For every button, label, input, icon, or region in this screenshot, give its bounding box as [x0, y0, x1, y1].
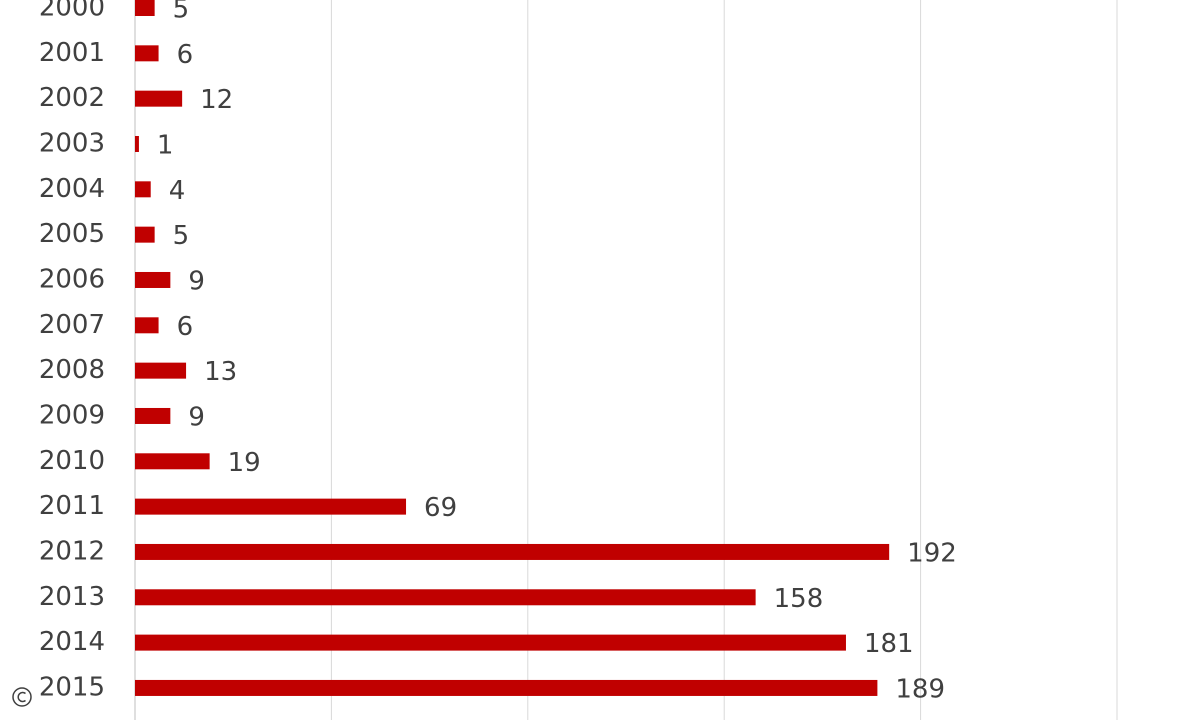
- y-tick-label: 2003: [39, 128, 105, 158]
- bar: [135, 679, 878, 696]
- copyright-icon: [12, 687, 32, 707]
- bar: [135, 0, 155, 16]
- y-tick-label: 2007: [39, 310, 105, 340]
- data-label: 9: [188, 266, 205, 296]
- bar: [135, 407, 171, 424]
- y-tick-label: 2011: [39, 491, 105, 521]
- bar: [135, 271, 171, 288]
- bar: [135, 453, 210, 470]
- bar: [135, 589, 756, 606]
- y-tick-label: 2009: [39, 400, 105, 430]
- data-label: 12: [200, 85, 233, 115]
- y-tick-label: 2012: [39, 536, 105, 566]
- y-tick-label: 2015: [39, 672, 105, 702]
- bar: [135, 90, 183, 107]
- y-tick-label: 2002: [39, 83, 105, 113]
- y-tick-label: 2001: [39, 38, 105, 68]
- bar: [135, 181, 151, 198]
- bar: [135, 498, 407, 515]
- data-label: 158: [774, 584, 824, 614]
- bar: [135, 226, 155, 243]
- bar: [135, 135, 139, 152]
- y-tick-label: 2008: [39, 355, 105, 385]
- y-tick-label: 2010: [39, 446, 105, 476]
- y-tick-label: 2004: [39, 174, 105, 204]
- data-label: 6: [177, 312, 194, 342]
- data-label: 69: [424, 493, 457, 523]
- data-label: 192: [907, 538, 957, 568]
- bar: [135, 362, 187, 379]
- bar: [135, 543, 890, 560]
- y-tick-label: 2014: [39, 627, 105, 657]
- data-label: 13: [204, 357, 237, 387]
- data-label: 5: [173, 0, 190, 25]
- bar: [135, 634, 846, 651]
- y-tick-label: 2013: [39, 582, 105, 612]
- y-tick-label: 2000: [39, 0, 105, 23]
- data-label: 1: [157, 130, 174, 160]
- data-label: 5: [173, 221, 190, 251]
- data-label: 19: [228, 448, 261, 478]
- data-label: 189: [895, 674, 945, 704]
- y-tick-label: 2006: [39, 264, 105, 294]
- data-label: 181: [864, 629, 914, 659]
- y-tick-label: 2005: [39, 219, 105, 249]
- data-label: 4: [169, 176, 186, 206]
- data-label: 9: [188, 402, 205, 432]
- bar: [135, 45, 159, 62]
- bar: [135, 317, 159, 334]
- data-label: 6: [177, 40, 194, 70]
